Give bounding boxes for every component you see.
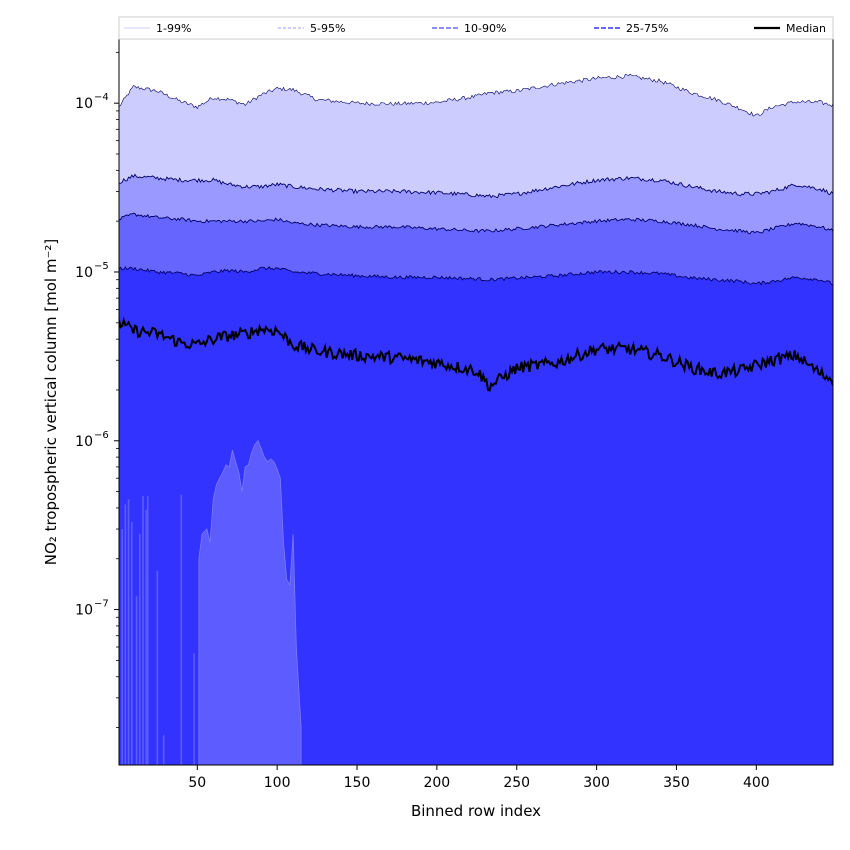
legend-entry: 25-75% <box>626 22 668 35</box>
x-tick-label: 250 <box>503 775 530 791</box>
lower-band-spike <box>146 496 149 765</box>
x-tick-label: 350 <box>663 775 690 791</box>
y-tick-label: 10 <box>75 603 93 619</box>
x-tick-label: 200 <box>423 775 450 791</box>
lower-band-spike <box>130 522 133 765</box>
legend-entry: 5-95% <box>310 22 345 35</box>
lower-band-spike <box>145 509 147 765</box>
lower-band-spike <box>180 494 183 765</box>
legend-entry: 10-90% <box>464 22 506 35</box>
x-axis: 50 100 150 200 250 300 350 400 <box>188 765 770 791</box>
lower-band-layer <box>121 440 302 765</box>
legend-entry: 1-99% <box>156 22 191 35</box>
y-tick-label: 10 <box>75 434 93 450</box>
lower-band-spike <box>124 504 127 765</box>
legend-entry: Median <box>786 22 826 35</box>
lower-band-spike <box>138 534 141 765</box>
median-layer <box>119 316 833 392</box>
lower-band-spike <box>156 570 159 765</box>
lower-band-spike <box>162 735 165 765</box>
x-axis-label: Binned row index <box>411 802 541 820</box>
y-tick-label: 10 <box>75 265 93 281</box>
median-line <box>119 316 833 392</box>
x-tick-label: 400 <box>743 775 770 791</box>
x-tick-label: 100 <box>264 775 291 791</box>
lower-band-spike <box>127 499 130 765</box>
x-tick-label: 150 <box>344 775 371 791</box>
band-25-75-fill <box>119 266 833 765</box>
y-axis-label: NO₂ tropospheric vertical column [mol m⁻… <box>42 239 60 565</box>
band-25-75-edge <box>119 266 833 286</box>
band-10-90-edge <box>119 212 833 235</box>
legend: 1-99% 5-95% 10-90% 25-75% Median <box>118 16 834 40</box>
lower-band-spike <box>121 529 123 765</box>
y-tick-exponent: −5 <box>94 261 109 272</box>
legend-box <box>118 16 834 40</box>
y-tick-exponent: −4 <box>94 92 109 103</box>
x-tick-label: 50 <box>188 775 206 791</box>
lower-band-spike <box>193 653 195 765</box>
y-tick-exponent: −7 <box>94 599 109 610</box>
lower-band-spike <box>142 496 144 765</box>
y-tick-exponent: −6 <box>94 430 109 441</box>
band-1-99-edge <box>119 73 833 117</box>
band-5-95-edge <box>119 173 833 199</box>
y-tick-label: 10 <box>75 96 93 112</box>
y-axis: 10−710−610−510−4 <box>75 51 119 728</box>
lower-band-envelope <box>198 440 302 765</box>
lower-band-spike <box>135 596 138 765</box>
x-tick-label: 300 <box>583 775 610 791</box>
